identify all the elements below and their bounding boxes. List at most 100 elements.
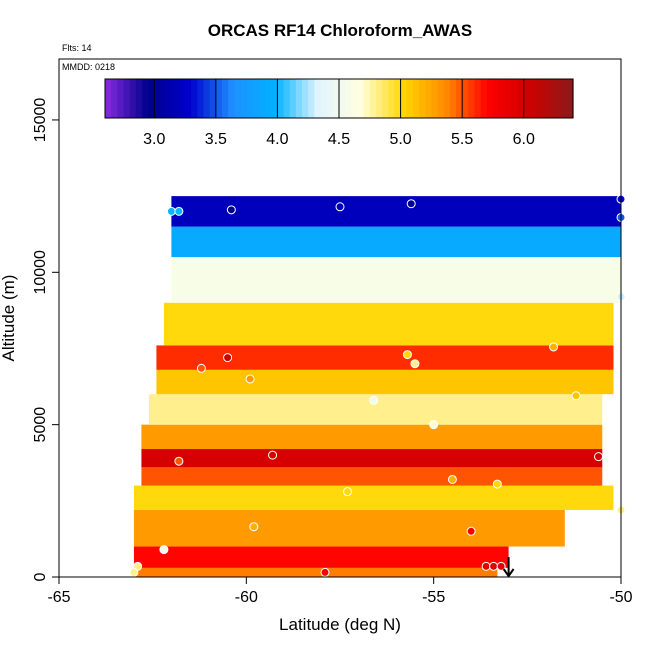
colorbar-swatch [326, 79, 334, 118]
colorbar-tick-label: 3.0 [143, 131, 165, 148]
colorbar-swatch [400, 79, 408, 118]
colorbar-swatch [406, 79, 414, 118]
colorbar-swatch [154, 79, 162, 118]
colorbar-tick-label: 3.5 [205, 131, 227, 148]
colorbar-swatch [222, 79, 229, 118]
sample-point [410, 359, 420, 369]
sample-point [496, 561, 506, 571]
colorbar-swatch [172, 79, 180, 118]
colorbar-swatch [437, 79, 445, 118]
colorbar-swatch [468, 79, 476, 118]
colorbar-swatch [166, 79, 174, 118]
sample-point [249, 522, 259, 532]
colorbar-swatch [185, 79, 192, 118]
colorbar: 3.0 3.5 4.0 4.5 5.0 5.5 6.0 [104, 78, 574, 148]
sample-point [492, 479, 502, 489]
colorbar-swatch [499, 79, 506, 118]
sample-point [226, 205, 236, 215]
colorbar-swatch [536, 79, 543, 118]
colorbar-swatch [111, 79, 118, 118]
sample-point [320, 567, 330, 577]
sample-point [196, 363, 206, 373]
colorbar-swatch [203, 79, 211, 118]
colorbar-swatch [240, 79, 248, 118]
colorbar-tick-label: 4.0 [266, 131, 288, 148]
colorbar-swatch [258, 79, 266, 118]
colorbar-swatch [486, 79, 494, 118]
sample-point [489, 561, 499, 571]
colorbar-swatch [357, 79, 365, 118]
colorbar-swatch [178, 79, 186, 118]
colorbar-tick-label: 5.0 [389, 131, 411, 148]
colorbar-swatch [271, 79, 279, 118]
heat-layer [141, 467, 603, 486]
colorbar-swatch [382, 79, 389, 118]
sample-point [594, 452, 604, 462]
x-axis: -65 -60 -55 -50 [47, 577, 633, 606]
sample-point [481, 561, 491, 571]
x-axis-label: Latitude (deg N) [279, 615, 401, 634]
y-tick-label: 5000 [32, 407, 49, 443]
sample-point [166, 206, 176, 216]
colorbar-swatch [523, 79, 531, 118]
colorbar-swatch [369, 79, 377, 118]
colorbar-swatch [462, 79, 469, 118]
heat-layer [133, 509, 565, 547]
colorbar-swatch [511, 79, 519, 118]
sample-point [174, 206, 184, 216]
colorbar-swatch [123, 79, 131, 118]
sample-point [342, 487, 352, 497]
heat-layer [156, 345, 614, 370]
colorbar-swatch [302, 79, 309, 118]
colorbar-swatch [425, 79, 432, 118]
colorbar-swatch [332, 79, 340, 118]
heatmap-layers [133, 196, 621, 577]
colorbar-swatch [560, 79, 568, 118]
y-axis: 0 5000 10000 15000 [32, 98, 59, 581]
x-tick-label: -65 [47, 589, 70, 606]
heat-layer [133, 546, 509, 568]
colorbar-swatch [117, 79, 125, 118]
colorbar-swatch [135, 79, 143, 118]
colorbar-swatch [412, 79, 420, 118]
sample-point [406, 199, 416, 209]
colorbar-swatch [215, 79, 223, 118]
colorbar-swatch [419, 79, 426, 118]
location-marker [502, 557, 515, 578]
colorbar-swatch [480, 79, 488, 118]
colorbar-swatch [209, 79, 217, 118]
colorbar-swatch [314, 79, 322, 118]
colorbar-swatch [246, 79, 254, 118]
colorbar-swatch [197, 79, 205, 118]
sample-point [447, 474, 457, 484]
sample-point [245, 374, 255, 384]
y-axis-label: Altitude (m) [0, 275, 18, 362]
heat-layer [141, 424, 603, 450]
x-tick-label: -55 [422, 589, 445, 606]
colorbar-swatch [129, 79, 137, 118]
colorbar-tick-label: 6.0 [513, 131, 535, 148]
flights-label: Flts: 14 [62, 43, 92, 53]
colorbar-swatch [548, 79, 556, 118]
colorbar-swatch [388, 79, 396, 118]
heat-layer [171, 226, 621, 258]
colorbar-swatch [283, 79, 291, 118]
colorbar-swatch [542, 79, 549, 118]
sample-point [369, 395, 379, 405]
heat-layer [133, 567, 498, 577]
sample-point [159, 545, 169, 555]
heat-layer [171, 196, 621, 227]
heat-layer [171, 257, 621, 303]
colorbar-swatch [295, 79, 303, 118]
x-tick-label: -60 [235, 589, 258, 606]
colorbar-swatch [265, 79, 272, 118]
colorbar-swatch [554, 79, 562, 118]
colorbar-swatch [474, 79, 482, 118]
y-tick-label: 10000 [32, 250, 49, 295]
sample-points [129, 194, 626, 577]
colorbar-swatch [141, 79, 149, 118]
colorbar-swatch [148, 79, 155, 118]
chart-title: ORCAS RF14 Chloroform_AWAS [208, 21, 472, 40]
heat-layer [141, 449, 603, 468]
